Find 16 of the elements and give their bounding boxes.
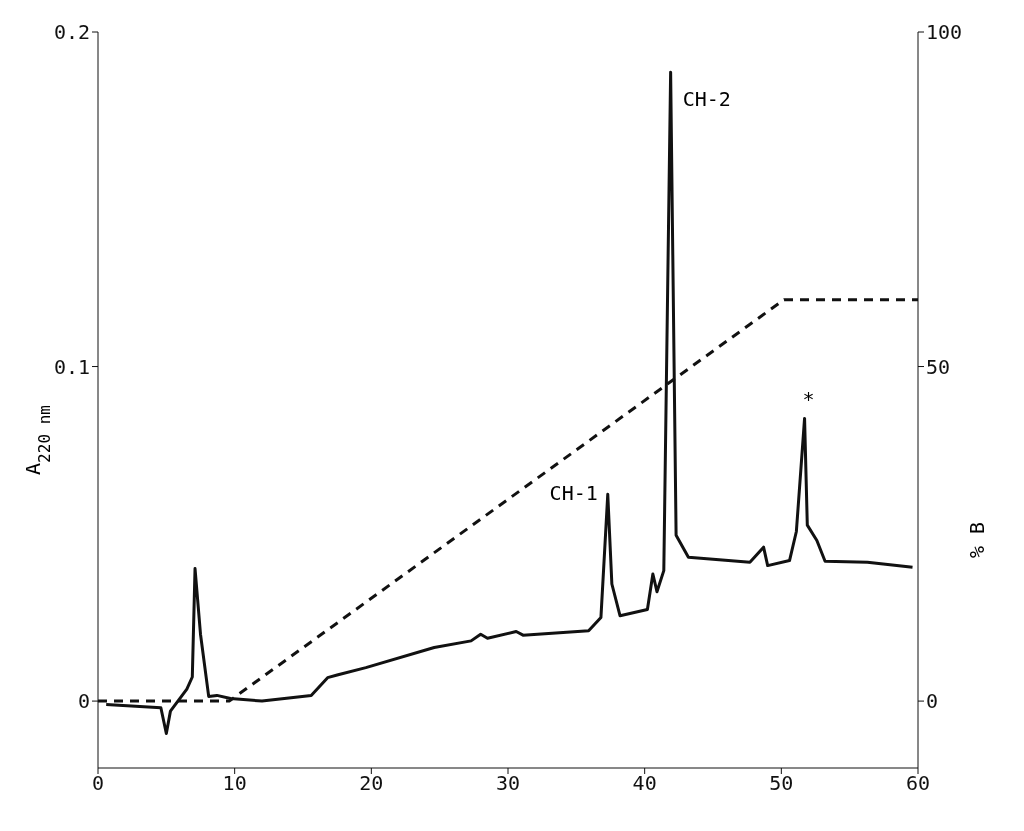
x-tick-label: 30: [495, 771, 521, 796]
y-tick-label: 0.1: [53, 354, 90, 379]
y2-axis-title: % B: [965, 521, 989, 559]
annotation: CH-2: [682, 87, 731, 112]
x-tick-label: 20: [359, 771, 384, 796]
annotation: CH-1: [549, 481, 598, 506]
y2-tick-label: 50: [926, 354, 951, 379]
y2-tick-label: 100: [926, 20, 963, 45]
y-tick-label: 0: [77, 689, 90, 714]
annotation: *: [802, 387, 815, 412]
y2-tick-label: 0: [926, 689, 939, 714]
x-tick-label: 10: [222, 771, 247, 796]
y-tick-label: 0.2: [53, 20, 90, 45]
x-tick-label: 60: [905, 771, 931, 796]
x-tick-label: 40: [632, 771, 657, 796]
x-tick-label: 50: [769, 771, 794, 796]
